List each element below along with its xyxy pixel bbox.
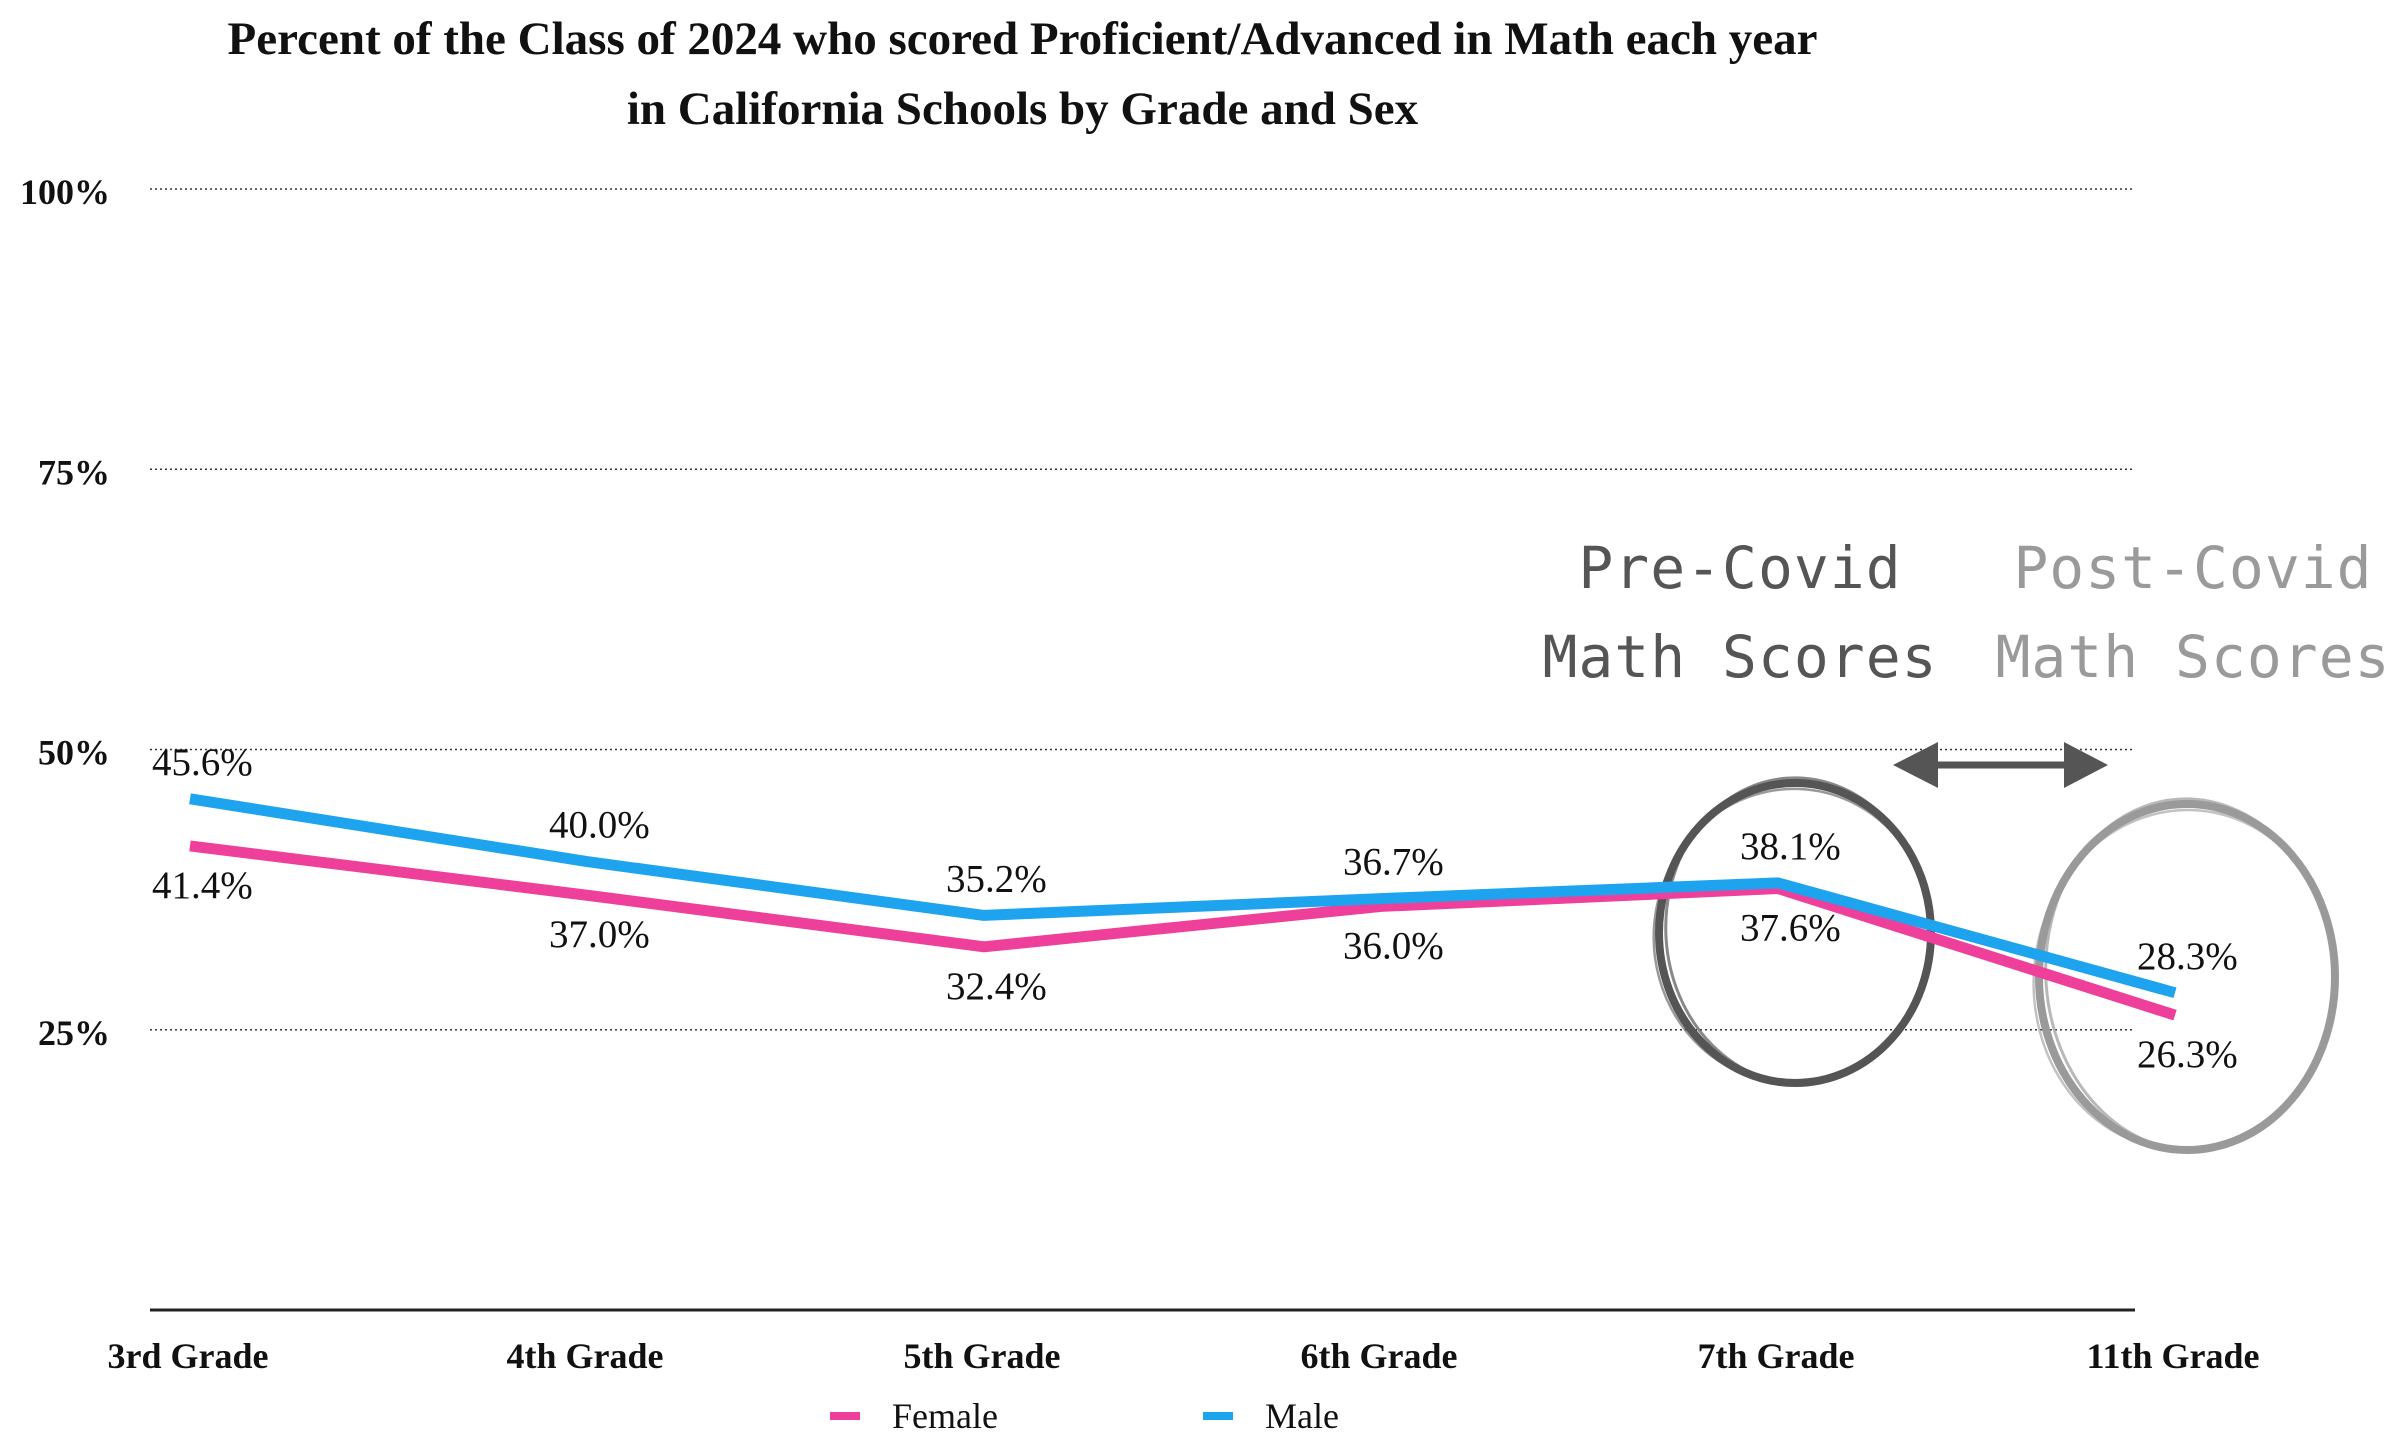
post-covid-label-line-1: Post-Covid [2013,534,2372,602]
x-tick-label-5th-grade: 5th Grade [904,1336,1061,1376]
data-label-female-3rd-grade: 41.4% [152,864,253,907]
pre-covid-label-line-2: Math Scores [1542,623,1937,691]
covid-arrow [1893,742,2108,788]
covid-arrow-right-head [2064,742,2108,788]
chart-title-line-2: in California Schools by Grade and Sex [626,83,1419,135]
x-tick-label-7th-grade: 7th Grade [1698,1336,1855,1376]
series-line-male [189,793,2177,999]
chart-title-line-1: Percent of the Class of 2024 who scored … [227,13,1818,65]
data-label-female-11th-grade: 26.3% [2137,1033,2238,1076]
series-lines [189,793,2177,1021]
data-label-female-7th-grade: 37.6% [1740,907,1841,950]
x-tick-label-6th-grade: 6th Grade [1301,1336,1458,1376]
post-covid-label-line-2: Math Scores [1995,623,2390,691]
y-tick-label-100: 100% [20,172,110,212]
x-tick-label-3rd-grade: 3rd Grade [108,1336,269,1376]
data-label-male-4th-grade: 40.0% [549,804,650,847]
axes: 100% 75% 50% 25% 3rd Grade 4th Grade 5th Grade… [20,172,2260,1376]
y-tick-label-25: 25% [38,1013,110,1053]
data-label-female-6th-grade: 36.0% [1343,924,1444,967]
y-tick-label-75: 75% [38,452,110,492]
legend-label-female: Female [892,1396,998,1435]
gridlines [150,188,2135,1031]
series-line-female [189,840,2177,1021]
covid-annotations: Pre-Covid Math Scores Post-Covid Math Score… [1542,534,2390,1154]
data-label-female-5th-grade: 32.4% [946,965,1047,1008]
x-tick-label-4th-grade: 4th Grade [507,1336,664,1376]
pre-covid-circle-stroke-3 [1652,787,1934,1085]
data-label-male-3rd-grade: 45.6% [152,741,253,784]
data-label-male-7th-grade: 38.1% [1740,825,1841,868]
data-label-male-6th-grade: 36.7% [1343,841,1444,884]
data-labels: 41.4% 37.0% 32.4% 36.0% 37.6% 26.3% 45.6% 40.0%… [152,741,2238,1076]
chart-title: Percent of the Class of 2024 who scored … [0,4,2045,144]
post-covid-circle-stroke-2 [2044,797,2336,1153]
data-label-male-11th-grade: 28.3% [2137,935,2238,978]
pre-covid-label-line-1: Pre-Covid [1578,534,1901,602]
covid-arrow-left-head [1893,742,1938,788]
data-label-female-4th-grade: 37.0% [549,913,650,956]
legend-label-male: Male [1265,1396,1339,1435]
data-label-male-5th-grade: 35.2% [946,857,1047,900]
legend: Female Male [830,1396,1339,1435]
x-tick-label-11th-grade: 11th Grade [2086,1336,2259,1376]
y-tick-label-50: 50% [38,733,110,773]
